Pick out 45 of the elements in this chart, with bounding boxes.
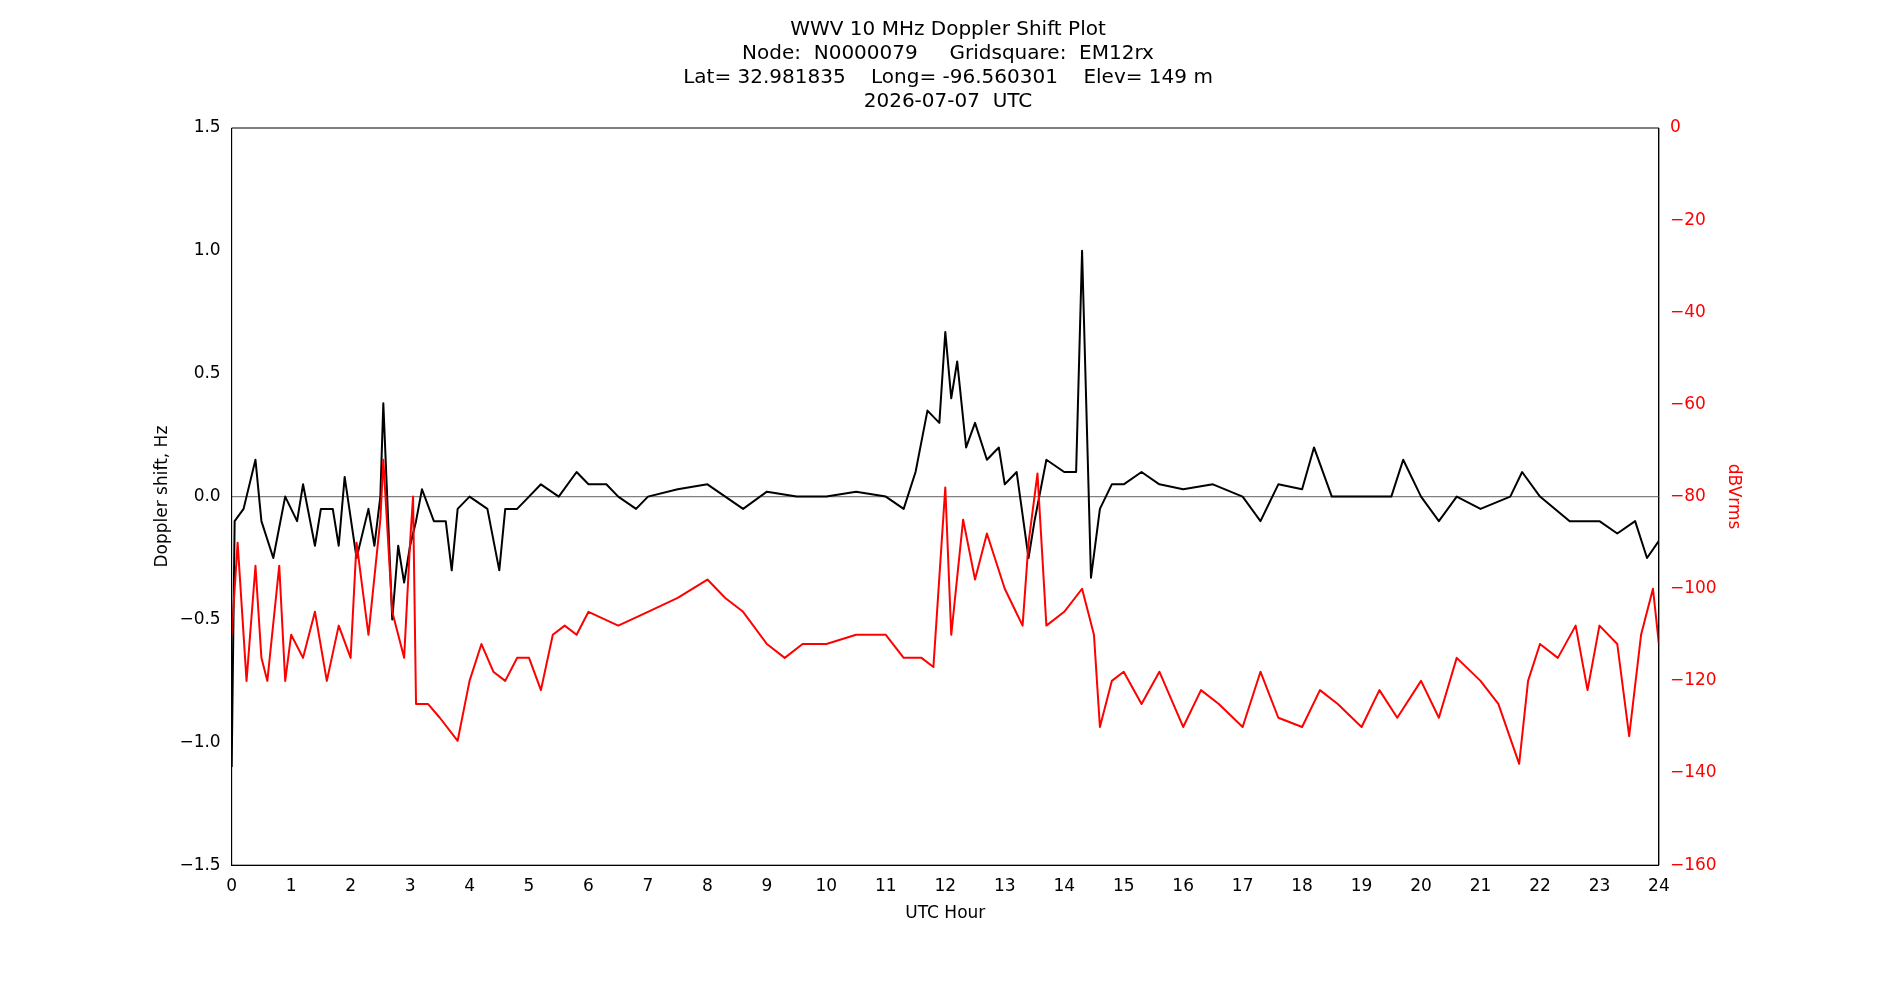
y2-tick-label: −20 (1669, 208, 1706, 229)
x-tick-label: 10 (815, 874, 838, 895)
y2-tick-label: −40 (1669, 300, 1706, 321)
y2-axis-title: dBVrms (1725, 463, 1746, 530)
x-tick-label: 3 (404, 874, 416, 895)
x-tick-label: 2 (345, 874, 357, 895)
y-tick-label: −1.0 (179, 730, 221, 751)
y-axis-title: Doppler shift, Hz (150, 425, 171, 568)
x-axis-title: UTC Hour (905, 902, 986, 923)
chart-title: WWV 10 MHz Doppler Shift Plot Node: N0000079 Gridsquare: EM12rx Lat= 32.981835 Long= -96.560301 Elev= 149 m 2026-07-07 UTC (683, 16, 1213, 113)
x-tick-label: 6 (583, 874, 594, 895)
x-tick-label: 0 (226, 874, 238, 895)
x-tick-label: 12 (934, 874, 957, 895)
y-tick-label: 1.5 (193, 116, 221, 137)
y2-tick-label: −120 (1669, 669, 1717, 690)
x-tick-label: 17 (1231, 874, 1254, 895)
y-tick-label: 0.0 (193, 485, 221, 506)
x-tick-label: 4 (464, 874, 475, 895)
x-tick-label: 1 (285, 874, 297, 895)
y2-tick-label: −60 (1669, 392, 1706, 413)
x-tick-label: 21 (1469, 874, 1492, 895)
x-tick-label: 15 (1112, 874, 1135, 895)
x-tick-label: 11 (875, 874, 897, 895)
y2-tick-label: −140 (1669, 761, 1717, 782)
y-tick-label: −1.5 (179, 853, 221, 874)
y2-tick-label: −80 (1669, 485, 1706, 506)
x-tick-label: 20 (1410, 874, 1432, 895)
y2-tick-label: 0 (1669, 116, 1681, 137)
x-tick-label: 9 (761, 874, 773, 895)
x-tick-label: 16 (1172, 874, 1194, 895)
x-tick-label: 14 (1053, 874, 1076, 895)
y2-tick-label: −160 (1669, 853, 1717, 874)
y-tick-label: 1.0 (193, 239, 221, 260)
y2-tick-label: −100 (1669, 577, 1717, 598)
x-tick-label: 7 (642, 874, 654, 895)
x-tick-label: 22 (1529, 874, 1551, 895)
x-tick-label: 23 (1588, 874, 1611, 895)
x-tick-label: 24 (1648, 874, 1670, 895)
x-tick-label: 5 (523, 874, 535, 895)
y-tick-label: −0.5 (179, 607, 221, 628)
x-tick-label: 8 (702, 874, 713, 895)
y-tick-label: 0.5 (193, 362, 221, 383)
x-tick-label: 18 (1291, 874, 1313, 895)
x-tick-label: 19 (1350, 874, 1373, 895)
x-tick-label: 13 (993, 874, 1016, 895)
